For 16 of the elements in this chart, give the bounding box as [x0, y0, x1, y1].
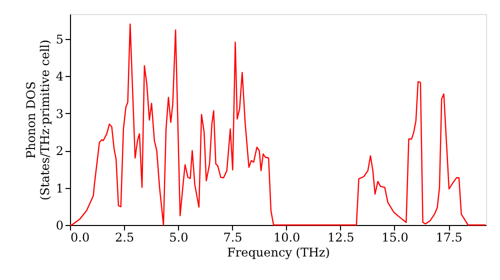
x-tick-label: 2.5 — [115, 230, 134, 244]
x-tick-label: 0.0 — [70, 230, 90, 244]
x-axis-title: Frequency (THz) — [227, 246, 330, 260]
x-tick-label: 17.5 — [436, 230, 462, 244]
x-tick-label: 12.5 — [328, 230, 354, 244]
x-tick-label: 10.0 — [273, 230, 300, 244]
x-tick-label: 15.0 — [382, 230, 408, 244]
y-tick-label: 4 — [56, 70, 64, 84]
y-axis-title: Phonon DOS (States/THz·primitive cell) — [24, 40, 52, 200]
x-tick-label: 5.0 — [169, 230, 188, 244]
y-tick-label: 1 — [56, 181, 64, 196]
y-tick-label: 3 — [56, 106, 64, 121]
y-tick-label: 5 — [56, 32, 64, 46]
x-tick-label: 7.5 — [223, 230, 242, 244]
y-tick-label: 0 — [56, 218, 64, 232]
y-tick-label: 2 — [56, 144, 64, 158]
